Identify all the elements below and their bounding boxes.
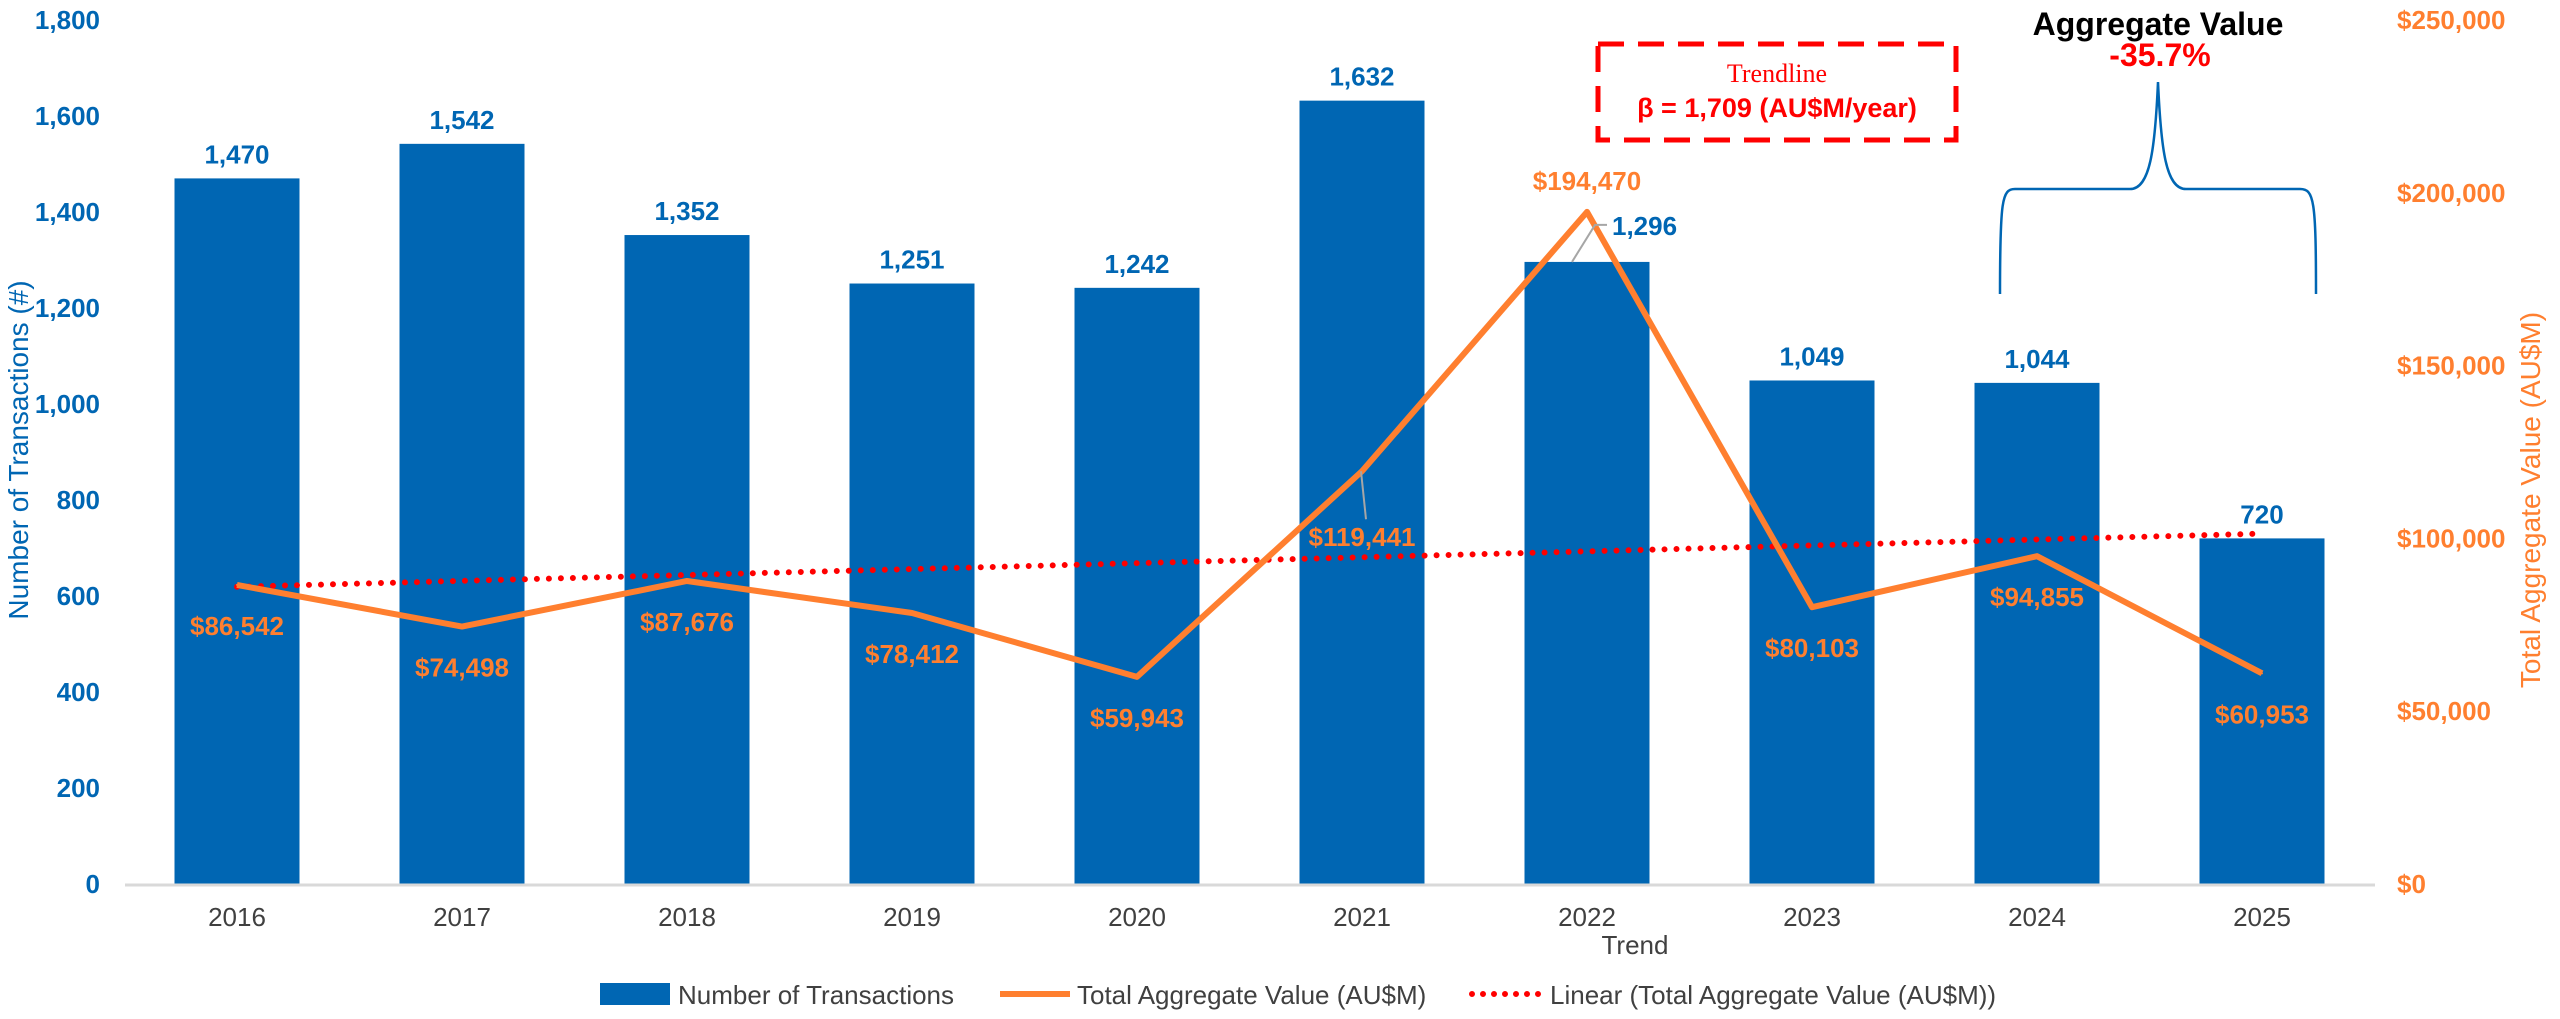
line-label: $119,441 bbox=[1308, 522, 1415, 552]
line-point-2020 bbox=[1136, 675, 1138, 678]
bar-label: 1,044 bbox=[2004, 344, 2070, 374]
line-label: $86,542 bbox=[190, 611, 284, 641]
line-label: $59,943 bbox=[1090, 703, 1184, 733]
bar-2022 bbox=[1524, 261, 1650, 884]
bar-label: 1,242 bbox=[1104, 249, 1169, 279]
line-layer bbox=[236, 208, 2264, 680]
bar-2018 bbox=[624, 235, 750, 885]
x-tick-label: 2025 bbox=[2233, 902, 2291, 932]
legend: Number of Transactions Total Aggregate V… bbox=[600, 980, 1996, 1010]
bar-2019 bbox=[849, 283, 975, 884]
y-tick-label: 1,400 bbox=[35, 197, 100, 227]
bar-label-leader bbox=[1571, 223, 1607, 263]
y2-tick-label: $150,000 bbox=[2397, 351, 2505, 381]
trendline-annotation-title: Trendline bbox=[1727, 59, 1827, 88]
y2-tick-label: $250,000 bbox=[2397, 5, 2505, 35]
line-point-2019 bbox=[911, 612, 913, 615]
x-tick-label: 2020 bbox=[1108, 902, 1166, 932]
y-tick-label: 200 bbox=[57, 773, 100, 803]
bars-layer bbox=[174, 100, 2325, 885]
x-tick-label: 2024 bbox=[2008, 902, 2066, 932]
line-label: $60,953 bbox=[2215, 699, 2309, 729]
line-point-2018 bbox=[686, 579, 688, 582]
bar-2023 bbox=[1749, 380, 1875, 884]
line-point-2017 bbox=[461, 625, 463, 628]
bar-2017 bbox=[399, 143, 525, 885]
bar-2021 bbox=[1299, 100, 1425, 884]
left-axis-ticks: 0 200 400 600 800 1,000 1,200 1,400 1,600 1,800 bbox=[35, 5, 100, 899]
bar-label: 1,470 bbox=[204, 139, 269, 169]
bar-2016 bbox=[174, 178, 300, 884]
bar-label: 1,251 bbox=[879, 245, 944, 275]
x-tick-label: 2017 bbox=[433, 902, 491, 932]
y2-tick-label: $50,000 bbox=[2397, 696, 2491, 726]
line-label: $194,470 bbox=[1533, 166, 1641, 196]
trendline-annotation-beta: β = 1,709 (AU$M/year) bbox=[1637, 93, 1917, 123]
y-tick-label: 400 bbox=[57, 677, 100, 707]
x-tick-label: 2023 bbox=[1783, 902, 1841, 932]
line-point-2024 bbox=[2036, 555, 2038, 558]
bar-2025 bbox=[2199, 538, 2325, 884]
legend-trend-label: Linear (Total Aggregate Value (AU$M)) bbox=[1550, 980, 1996, 1010]
trendline-layer bbox=[234, 530, 2265, 590]
line-label-leader bbox=[1360, 471, 1367, 520]
y-axis-title: Number of Transactions (#) bbox=[3, 280, 34, 619]
x-tick-label: 2022 bbox=[1558, 902, 1616, 932]
line-label: $94,855 bbox=[1990, 582, 2084, 612]
line-point-2023 bbox=[1811, 606, 1813, 609]
trendline-annotation-box bbox=[1595, 41, 1959, 143]
line-label: $74,498 bbox=[415, 653, 509, 683]
x-tick-label: 2018 bbox=[658, 902, 716, 932]
y-tick-label: 800 bbox=[57, 485, 100, 515]
bar-label: 1,542 bbox=[429, 105, 494, 135]
trendline bbox=[234, 530, 2265, 590]
line-label: $87,676 bbox=[640, 607, 734, 637]
line-label: $80,103 bbox=[1765, 633, 1859, 663]
right-axis-ticks: $0 $50,000 $100,000 $150,000 $200,000 $250,00… bbox=[2397, 5, 2505, 899]
aggregate-value-line bbox=[236, 208, 2264, 680]
y2-tick-label: $100,000 bbox=[2397, 523, 2505, 553]
x-axis-title: Trend bbox=[1602, 930, 1669, 960]
line-point-2016 bbox=[236, 583, 238, 586]
y2-tick-label: $0 bbox=[2397, 869, 2426, 899]
line-point-2025 bbox=[2261, 672, 2263, 675]
bar-label: 1,352 bbox=[654, 196, 719, 226]
bar-label: 1,049 bbox=[1779, 341, 1844, 371]
line-label: $78,412 bbox=[865, 639, 959, 669]
y2-tick-label: $200,000 bbox=[2397, 178, 2505, 208]
y-tick-label: 600 bbox=[57, 581, 100, 611]
bar-label: 1,296 bbox=[1612, 211, 1677, 241]
y-tick-label: 1,200 bbox=[35, 293, 100, 323]
x-axis-ticks: 2016 2017 2018 2019 2020 2021 2022 2023 2024 2025 bbox=[208, 902, 2291, 932]
bar-2024 bbox=[1974, 382, 2100, 884]
labels-layer: 1,470 1,542 1,352 1,251 1,242 1,632 1,296 1,049… bbox=[190, 62, 2309, 733]
legend-bar-swatch bbox=[600, 983, 670, 1005]
x-tick-label: 2021 bbox=[1333, 902, 1391, 932]
aggregate-brace bbox=[1998, 81, 2318, 295]
aggregate-title: Aggregate Value bbox=[2033, 6, 2284, 42]
y2-axis-title: Total Aggregate Value (AU$M) bbox=[2515, 312, 2546, 688]
aggregate-change: -35.7% bbox=[2109, 37, 2210, 73]
x-tick-label: 2016 bbox=[208, 902, 266, 932]
y-tick-label: 1,000 bbox=[35, 389, 100, 419]
bar-label: 720 bbox=[2240, 499, 2283, 529]
y-tick-label: 0 bbox=[86, 869, 100, 899]
y-tick-label: 1,600 bbox=[35, 101, 100, 131]
bar-2020 bbox=[1074, 287, 1200, 885]
line-point-2022 bbox=[1586, 210, 1588, 213]
legend-line-label: Total Aggregate Value (AU$M) bbox=[1077, 980, 1426, 1010]
legend-bar-label: Number of Transactions bbox=[678, 980, 954, 1010]
x-tick-label: 2019 bbox=[883, 902, 941, 932]
bar-label: 1,632 bbox=[1329, 62, 1394, 92]
y-tick-label: 1,800 bbox=[35, 5, 100, 35]
